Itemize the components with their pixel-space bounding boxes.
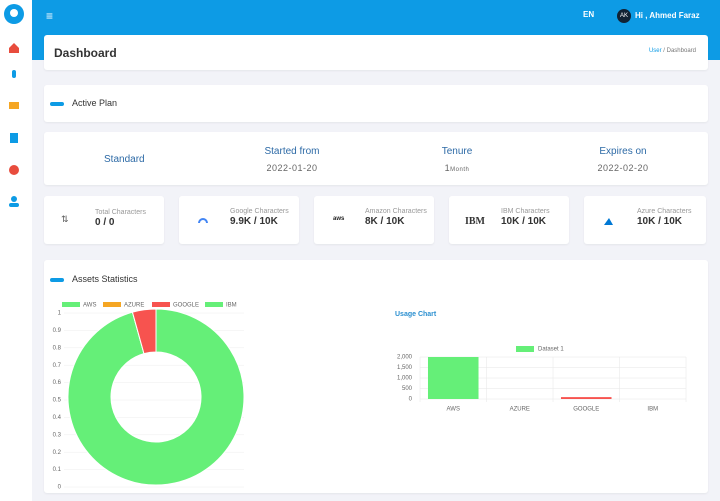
breadcrumb-link[interactable]: User [648, 48, 662, 54]
google-icon [198, 218, 208, 224]
stat-value: 10K / 10K [501, 216, 547, 227]
y-tick-label: 0.6 [53, 380, 62, 386]
legend-label: AZURE [124, 303, 144, 309]
stat-label: Azure Characters [637, 208, 692, 215]
y-tick-label: 0.1 [53, 467, 62, 473]
assets-title: Assets Statistics [72, 274, 138, 284]
x-tick-label: IBM [647, 407, 658, 413]
stat-value: 8K / 10K [365, 216, 405, 227]
y-tick-label: 2,000 [397, 355, 413, 361]
avatar: AK [617, 9, 631, 23]
y-tick-label: 0 [409, 397, 413, 403]
y-tick-label: 0.2 [53, 450, 62, 456]
book-icon[interactable] [9, 102, 19, 109]
active-plan-title: Active Plan [72, 98, 118, 108]
charts: Usage Chart 0 0.1 0.2 0.3 0.4 0.5 0.6 0.7 0.8 0.9… [53, 302, 687, 491]
plan-col: Started from 2022-01-20 [232, 146, 352, 173]
section-title: Active Plan [50, 98, 117, 108]
plan-value: 1 [444, 163, 451, 173]
active-plan: Active Plan [44, 85, 708, 122]
y-tick-label: 0.5 [53, 398, 62, 404]
y-tick-label: 1 [58, 311, 62, 317]
x-tick-label: GOOGLE [573, 407, 599, 413]
legend-label: IBM [226, 303, 237, 309]
y-tick-label: 1,500 [397, 365, 413, 371]
breadcrumb-item: Dashboard [666, 48, 696, 54]
ibm-logo: IBM [465, 216, 485, 227]
stat-value: 0 / 0 [95, 217, 115, 228]
stat-card: aws Amazon Characters 8K / 10K [314, 196, 434, 244]
doc-icon[interactable] [10, 133, 18, 143]
language[interactable]: EN [583, 10, 595, 19]
sort-icon: ⇅ [61, 214, 69, 224]
y-tick-label: 1,000 [397, 376, 413, 382]
y-tick-label: 0.9 [53, 328, 62, 334]
plan-col: Expires on 2022-02-20 [563, 146, 683, 173]
page-title: Dashboard [54, 46, 117, 60]
y-tick-label: 0.4 [53, 415, 62, 421]
assets-card: Assets Statistics Usage Chart 0 0.1 0.2 0.3… [44, 260, 708, 493]
legend-swatch [103, 302, 121, 307]
stat-label: Amazon Characters [365, 208, 427, 215]
stat-label: IBM Characters [501, 208, 550, 215]
plan-col: Tenure 1Month [397, 146, 517, 173]
breadcrumb-sep: / [663, 48, 665, 54]
mic-icon[interactable] [12, 70, 16, 78]
section-title: Assets Statistics [50, 274, 138, 284]
stat-card: ⇅ Total Characters 0 / 0 [44, 196, 164, 244]
y-tick-label: 0.7 [53, 363, 62, 369]
sidebar-icons [4, 4, 24, 207]
plan-value: 2022-02-20 [597, 163, 649, 173]
fire-icon[interactable] [9, 165, 19, 175]
legend-swatch [62, 302, 80, 307]
stat-label: Total Characters [95, 209, 146, 216]
aws-logo: aws [333, 216, 345, 222]
user-icon[interactable] [9, 203, 19, 207]
legend-label: AWS [83, 303, 96, 309]
header: Dashboard User / Dashboard [44, 35, 708, 70]
plan-value: 2022-01-20 [266, 163, 318, 173]
plan-name: Standard [104, 154, 145, 165]
sidebar [0, 0, 32, 501]
stat-card: IBM IBM Characters 10K / 10K [449, 196, 569, 244]
doughnut-slice [67, 308, 245, 486]
legend-swatch [152, 302, 170, 307]
user-menu[interactable]: Hi , Ahmed Faraz [635, 11, 700, 20]
x-tick-label: AZURE [510, 407, 530, 413]
stat-card: Azure Characters 10K / 10K [584, 196, 706, 244]
y-tick-label: 0.3 [53, 432, 62, 438]
plan-label: Started from [264, 146, 320, 157]
breadcrumb: User / Dashboard [649, 48, 696, 54]
stat-value: 9.9K / 10K [230, 216, 278, 227]
stat-value: 10K / 10K [637, 216, 683, 227]
legend-label: Dataset 1 [538, 347, 564, 353]
legend-label: GOOGLE [173, 303, 199, 309]
plan-label: Expires on [599, 146, 647, 157]
bar [427, 357, 479, 399]
menu-button[interactable]: ≡ [46, 9, 54, 23]
y-tick-label: 0 [58, 485, 62, 491]
home-icon[interactable] [9, 43, 19, 53]
plan-card: Standard Started from 2022-01-20 Tenure 1M… [44, 132, 708, 185]
azure-icon [604, 218, 613, 225]
y-tick-label: 0.8 [53, 345, 62, 351]
x-tick-label: AWS [447, 407, 460, 413]
stat-card: Google Characters 9.9K / 10K [179, 196, 299, 244]
legend-swatch [516, 346, 534, 352]
legend-swatch [205, 302, 223, 307]
plan-label: Tenure [441, 146, 473, 157]
bar [560, 397, 612, 399]
stat-label: Google Characters [230, 208, 289, 215]
y-tick-label: 500 [402, 386, 413, 392]
chart-title: Usage Chart [395, 311, 437, 318]
plan-unit: Month [450, 167, 470, 173]
